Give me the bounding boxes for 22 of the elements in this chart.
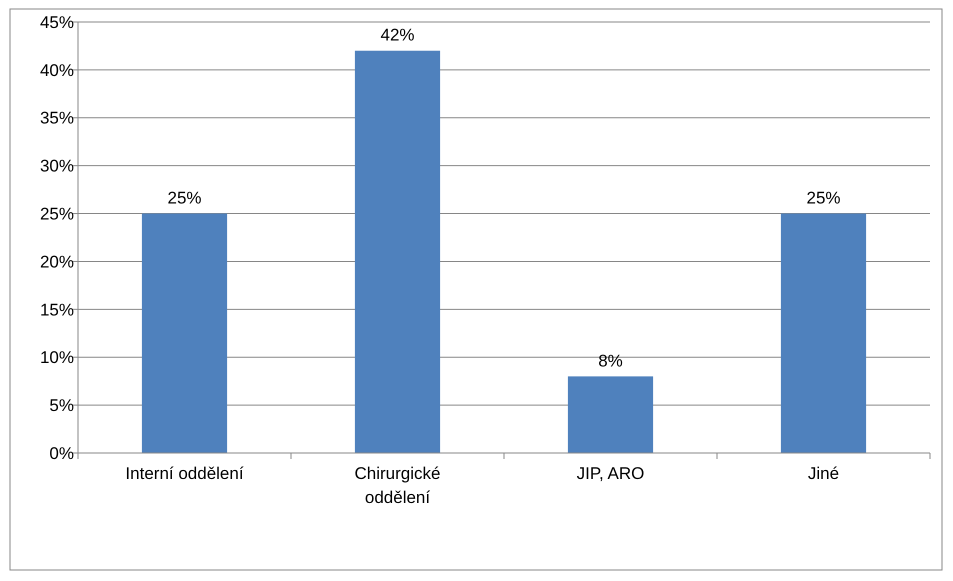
data-label: 25% (167, 188, 202, 208)
y-tick-label: 30% (40, 156, 74, 176)
y-tick-label: 35% (40, 108, 74, 128)
data-label: 25% (806, 188, 841, 208)
y-tick-label: 0% (49, 444, 74, 463)
bar (780, 214, 866, 453)
y-tick-label: 15% (40, 300, 74, 320)
y-tick-label: 5% (49, 396, 74, 416)
data-label: 8% (598, 351, 623, 370)
x-tick-label: Jiné (808, 464, 840, 483)
data-label: 42% (380, 26, 415, 45)
y-tick-label: 45% (40, 12, 74, 32)
x-tick-label: Chirurgické oddělení (354, 464, 440, 507)
bar (354, 50, 440, 453)
bar (142, 214, 228, 453)
x-tick-label: JIP, ARO (576, 464, 644, 483)
y-tick-label: 20% (40, 252, 74, 272)
y-tick-label: 40% (40, 60, 74, 80)
y-tick-label: 10% (40, 348, 74, 368)
x-tick-label: Interní oddělení (125, 464, 244, 483)
bar (568, 376, 654, 453)
y-tick-label: 25% (40, 204, 74, 224)
